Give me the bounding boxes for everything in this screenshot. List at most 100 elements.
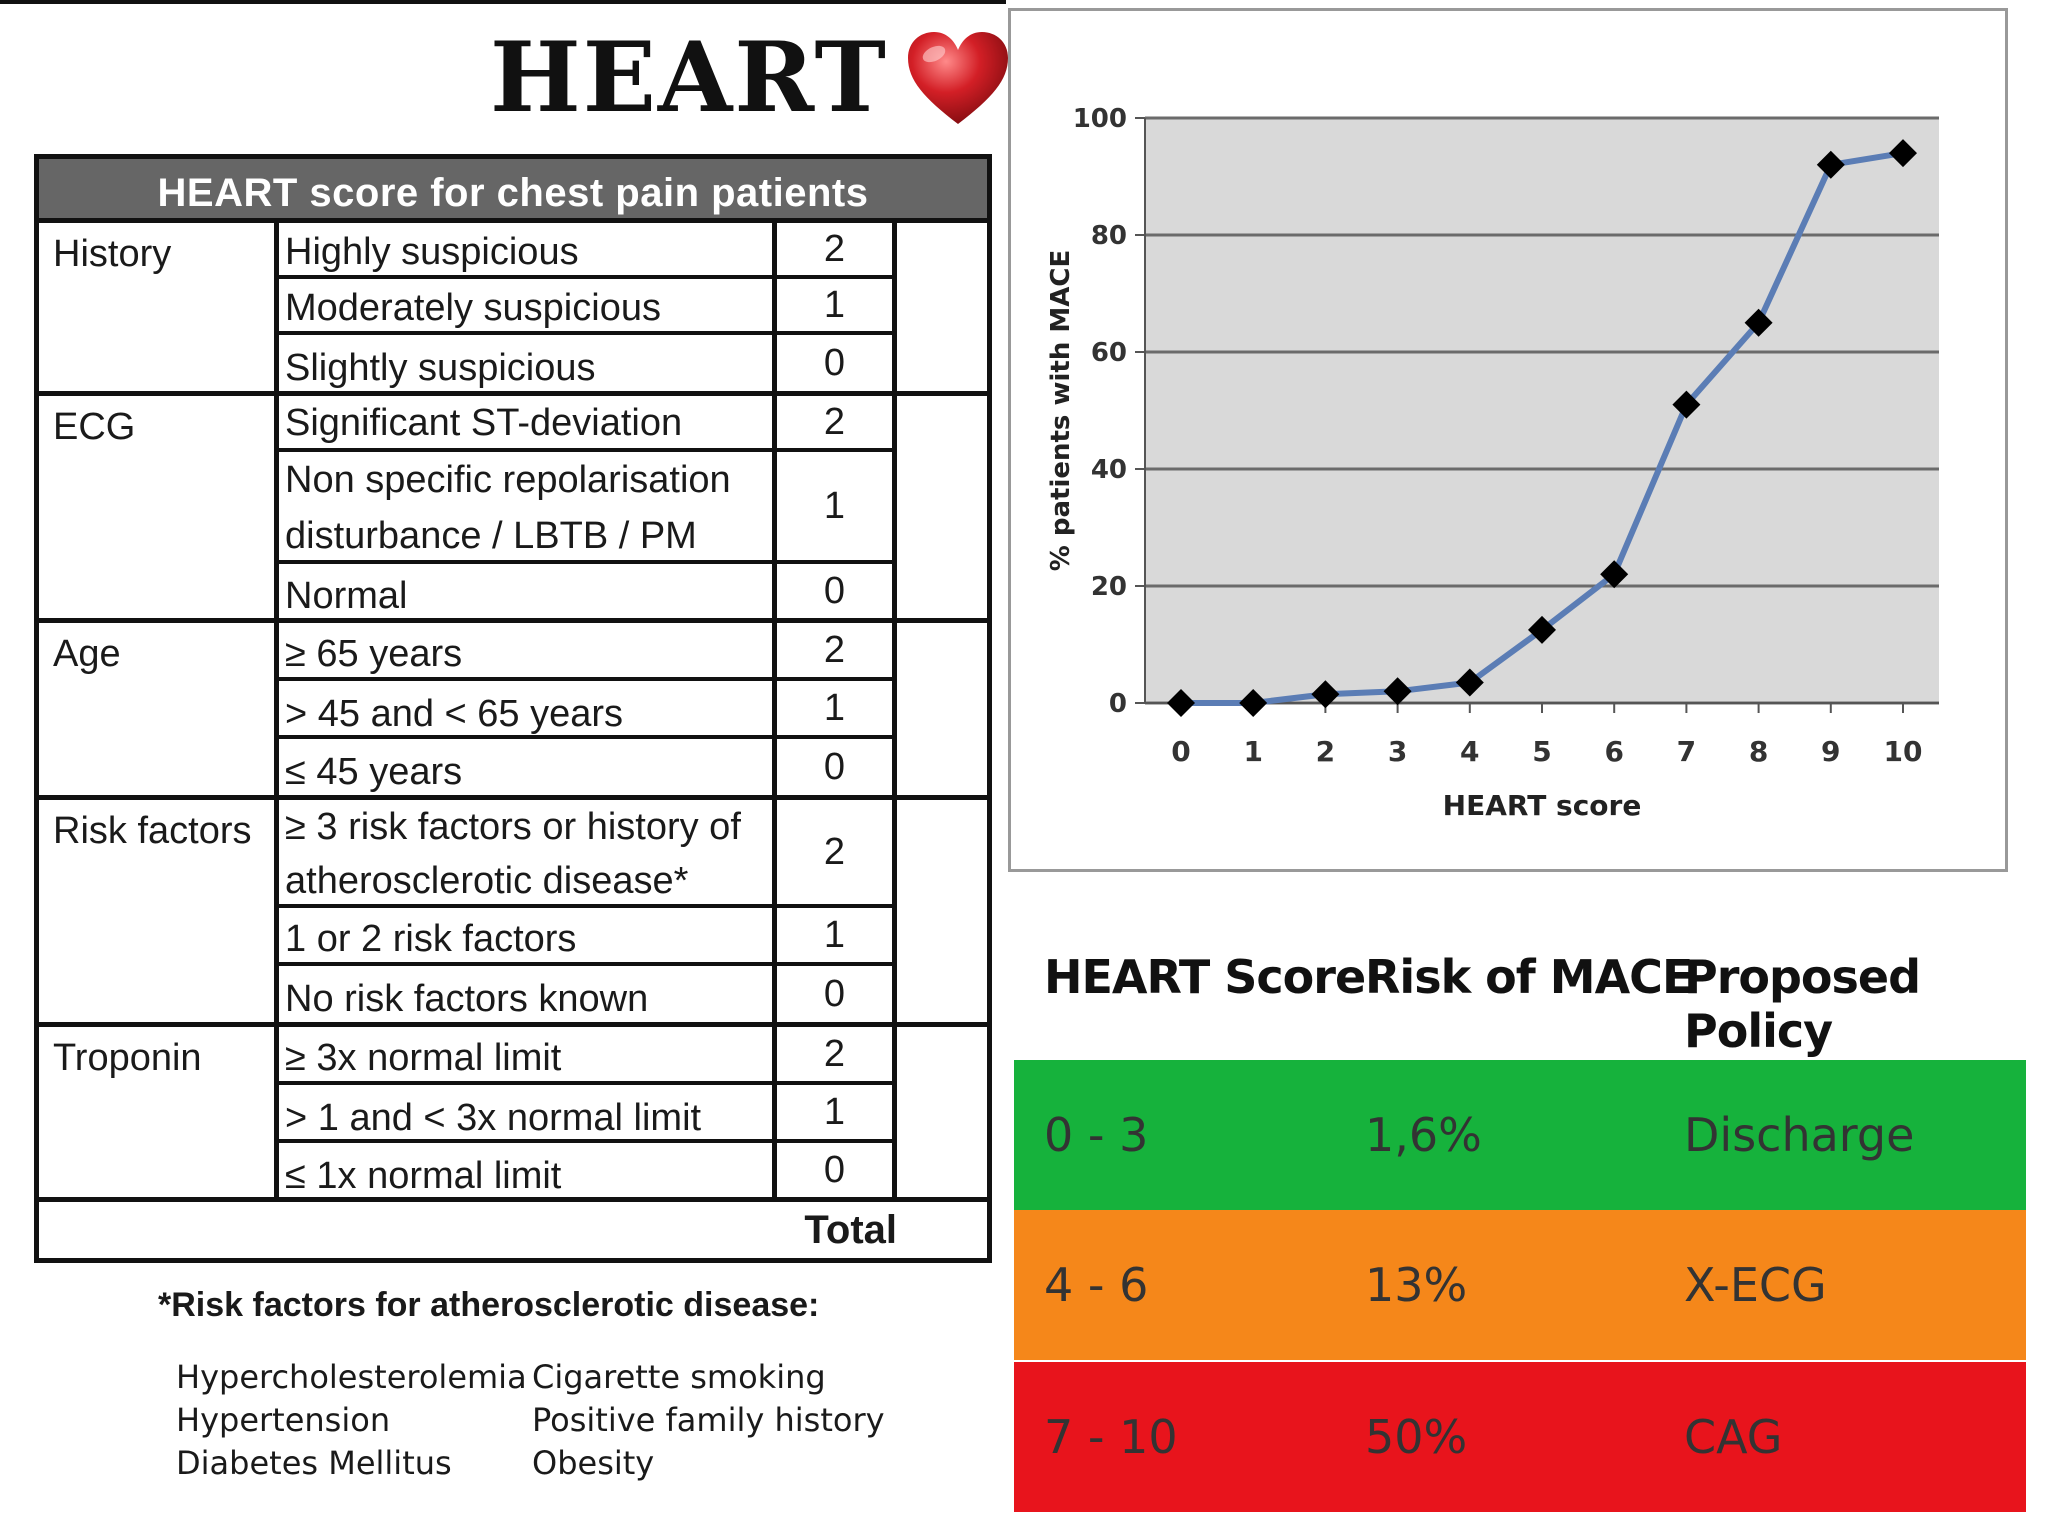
risk-policy: X-ECG: [1684, 1258, 1827, 1312]
row-label: Slightly suspicious: [279, 335, 777, 391]
row-label: Significant ST-deviation: [279, 396, 777, 448]
risk-percent: 1,6%: [1365, 1108, 1482, 1162]
data-point: [1167, 689, 1195, 717]
risk-row-medium: 4 - 6 13% X-ECG: [1014, 1210, 2026, 1360]
risk-percent: 50%: [1365, 1410, 1468, 1464]
x-tick-label: 10: [1884, 735, 1923, 768]
table-row: > 1 and < 3x normal limit 1: [279, 1085, 897, 1143]
risk-score: 0 - 3: [1044, 1108, 1149, 1162]
row-label: Non specific repolarisation disturbance …: [279, 452, 777, 560]
total-row: Total: [39, 1202, 987, 1258]
y-tick-label: 60: [1091, 338, 1127, 368]
table-row: Slightly suspicious 0: [279, 335, 897, 391]
row-label: 1 or 2 risk factors: [279, 908, 777, 962]
table-row: No risk factors known 0: [279, 966, 897, 1022]
section-history: History Highly suspicious 2 Moderately s…: [39, 223, 987, 396]
heart-icon: [904, 28, 1012, 128]
points-value: 2: [777, 396, 897, 448]
risk-factor-item: Cigarette smoking: [532, 1358, 826, 1396]
page-title: HEART: [490, 21, 888, 134]
row-label: ≥ 3x normal limit: [279, 1027, 777, 1081]
heart-score-table: HEART score for chest pain patients Hist…: [34, 154, 992, 1263]
risk-policy: Discharge: [1684, 1108, 1915, 1162]
risk-header-policy: Proposed Policy: [1684, 950, 1921, 1058]
risk-factor-list-2: Cigarette smoking Positive family histor…: [532, 1356, 885, 1485]
risk-header-score: HEART Score: [1044, 950, 1366, 1004]
risk-policy: CAG: [1684, 1410, 1783, 1464]
data-point: [1744, 308, 1773, 337]
table-row: ≤ 1x normal limit 0: [279, 1143, 897, 1197]
points-value: 2: [777, 623, 897, 677]
risk-score: 4 - 6: [1044, 1258, 1149, 1312]
footnote-title: *Risk factors for atherosclerotic diseas…: [158, 1286, 820, 1324]
section-label: Age: [39, 623, 279, 795]
data-point: [1600, 560, 1629, 589]
risk-score: 7 - 10: [1044, 1410, 1178, 1464]
y-tick-label: 20: [1091, 572, 1127, 602]
total-label: Total: [804, 1207, 897, 1252]
data-point: [1672, 390, 1701, 419]
x-tick-label: 2: [1316, 735, 1335, 768]
table-row: ≥ 3x normal limit 2: [279, 1027, 897, 1085]
points-value: 1: [777, 452, 897, 560]
row-label: ≥ 65 years: [279, 623, 777, 677]
table-row: Highly suspicious 2: [279, 223, 897, 279]
risk-factor-item: Hypercholesterolemia: [176, 1358, 527, 1396]
row-label: Moderately suspicious: [279, 279, 777, 331]
section-risk-factors: Risk factors ≥ 3 risk factors or history…: [39, 800, 987, 1027]
mace-chart-panel: 0 20 40 60 80 100 0 1 2 3 4 5 6 7 8 9 10 HEART score % pat…: [1008, 8, 2008, 872]
y-tick-label: 0: [1109, 689, 1127, 719]
x-tick-label: 8: [1749, 735, 1768, 768]
row-label: No risk factors known: [279, 966, 777, 1022]
section-age: Age ≥ 65 years 2 > 45 and < 65 years 1 ≤…: [39, 623, 987, 800]
risk-factor-item: Obesity: [532, 1444, 655, 1482]
points-value: 2: [777, 223, 897, 275]
table-row: ≥ 3 risk factors or history of atheroscl…: [279, 800, 897, 908]
risk-row-high: 7 - 10 50% CAG: [1014, 1362, 2026, 1512]
points-value: 0: [777, 564, 897, 618]
section-label: Risk factors: [39, 800, 279, 1022]
plot-area: [1145, 118, 1939, 703]
risk-factor-item: Diabetes Mellitus: [176, 1444, 452, 1482]
points-value: 0: [777, 335, 897, 391]
x-tick-label: 1: [1243, 735, 1262, 768]
x-tick-label: 9: [1821, 735, 1840, 768]
table-row: Moderately suspicious 1: [279, 279, 897, 335]
risk-row-low: 0 - 3 1,6% Discharge: [1014, 1060, 2026, 1210]
section-label: History: [39, 223, 279, 391]
points-value: 0: [777, 739, 897, 795]
row-label: Normal: [279, 564, 777, 618]
points-value: 1: [777, 1085, 897, 1139]
x-tick-label: 4: [1460, 735, 1479, 768]
data-point: [1383, 677, 1412, 706]
risk-percent: 13%: [1365, 1258, 1468, 1312]
section-label: ECG: [39, 396, 279, 618]
data-point: [1889, 139, 1917, 168]
top-rule: [0, 0, 1006, 4]
points-value: 2: [777, 1027, 897, 1081]
x-tick-label: 6: [1604, 735, 1623, 768]
data-point: [1816, 150, 1845, 179]
table-row: ≤ 45 years 0: [279, 739, 897, 795]
risk-header-risk: Risk of MACE: [1365, 950, 1693, 1004]
table-row: Non specific repolarisation disturbance …: [279, 452, 897, 564]
row-label: ≤ 1x normal limit: [279, 1143, 777, 1197]
table-row: Normal 0: [279, 564, 897, 618]
points-value: 2: [777, 800, 897, 904]
x-tick-label: 5: [1532, 735, 1551, 768]
data-point: [1239, 689, 1268, 717]
y-tick-label: 100: [1073, 104, 1127, 134]
section-ecg: ECG Significant ST-deviation 2 Non speci…: [39, 396, 987, 623]
risk-factor-list-1: Hypercholesterolemia Hypertension Diabet…: [176, 1356, 527, 1485]
table-row: > 45 and < 65 years 1: [279, 681, 897, 739]
x-tick-label: 7: [1677, 735, 1696, 768]
title-area: HEART: [490, 28, 1012, 128]
row-label: Highly suspicious: [279, 223, 777, 275]
row-label: ≥ 3 risk factors or history of atheroscl…: [279, 800, 777, 904]
row-label: > 1 and < 3x normal limit: [279, 1085, 777, 1139]
y-axis-label: % patients with MACE: [1046, 250, 1076, 571]
section-label: Troponin: [39, 1027, 279, 1197]
x-tick-label: 3: [1388, 735, 1407, 768]
mace-line-chart: 0 20 40 60 80 100 0 1 2 3 4 5 6 7 8 9 10 HEART score % pat…: [1046, 104, 1939, 822]
y-tick-label: 40: [1091, 455, 1127, 485]
